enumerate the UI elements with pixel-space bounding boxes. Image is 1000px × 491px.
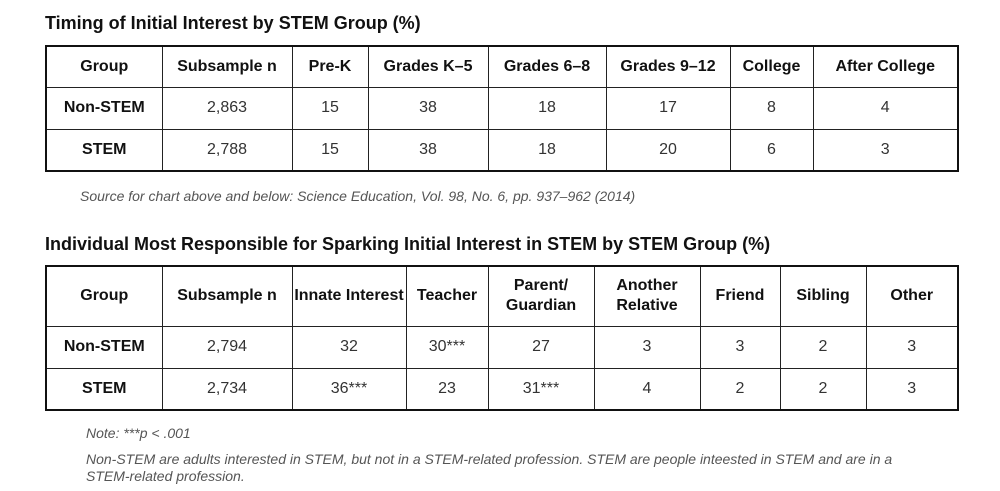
table-cell: 20 bbox=[605, 128, 731, 172]
table-cell: 23 bbox=[405, 367, 489, 411]
table1-header-row: Group Subsample n Pre-K Grades K–5 Grade… bbox=[45, 45, 959, 88]
table2-header-innate-interest: Innate Interest bbox=[291, 265, 407, 327]
table-cell: 6 bbox=[729, 128, 814, 172]
table-cell: 2,794 bbox=[161, 325, 293, 369]
table1-header-college: College bbox=[729, 45, 814, 88]
table-cell: 15 bbox=[291, 128, 369, 172]
table-cell: 2,863 bbox=[161, 86, 293, 130]
table-cell: 17 bbox=[605, 86, 731, 130]
table2-header-row: Group Subsample n Innate Interest Teache… bbox=[45, 265, 959, 327]
table1-header-k5: Grades K–5 bbox=[367, 45, 489, 88]
table-cell: 2 bbox=[779, 325, 867, 369]
table2-header-friend: Friend bbox=[699, 265, 781, 327]
table-cell: STEM bbox=[45, 367, 163, 411]
table-row: Non-STEM 2,794 32 30*** 27 3 3 2 3 bbox=[45, 325, 959, 369]
table-cell: 3 bbox=[593, 325, 701, 369]
table2-header-parent-guardian: Parent/ Guardian bbox=[487, 265, 595, 327]
table-cell: 8 bbox=[729, 86, 814, 130]
table-cell: 32 bbox=[291, 325, 407, 369]
table-cell: 18 bbox=[487, 86, 607, 130]
table-row: STEM 2,734 36*** 23 31*** 4 2 2 3 bbox=[45, 367, 959, 411]
table2-header-teacher: Teacher bbox=[405, 265, 489, 327]
table-cell: Non-STEM bbox=[45, 86, 163, 130]
table2-header-another-relative: Another Relative bbox=[593, 265, 701, 327]
table1-header-6-8: Grades 6–8 bbox=[487, 45, 607, 88]
table2-header-subsample: Subsample n bbox=[161, 265, 293, 327]
table-row: Non-STEM 2,863 15 38 18 17 8 4 bbox=[45, 86, 959, 130]
timing-table: Group Subsample n Pre-K Grades K–5 Grade… bbox=[45, 45, 959, 172]
table-cell: 3 bbox=[865, 325, 959, 369]
definition-note: Non-STEM are adults interested in STEM, … bbox=[86, 451, 893, 484]
table1-header-prek: Pre-K bbox=[291, 45, 369, 88]
table-cell: 3 bbox=[865, 367, 959, 411]
sparking-interest-table: Group Subsample n Innate Interest Teache… bbox=[45, 265, 959, 411]
table-cell: 36*** bbox=[291, 367, 407, 411]
table-cell: 4 bbox=[812, 86, 959, 130]
table1-header-group: Group bbox=[45, 45, 163, 88]
table-cell: 18 bbox=[487, 128, 607, 172]
table1-header-subsample: Subsample n bbox=[161, 45, 293, 88]
table-cell: 3 bbox=[699, 325, 781, 369]
table-cell: 3 bbox=[812, 128, 959, 172]
table1-header-9-12: Grades 9–12 bbox=[605, 45, 731, 88]
significance-note: Note: ***p < .001 bbox=[86, 425, 191, 441]
table-cell: STEM bbox=[45, 128, 163, 172]
source-note: Source for chart above and below: Scienc… bbox=[80, 188, 636, 204]
table-cell: 2 bbox=[779, 367, 867, 411]
table-cell: 27 bbox=[487, 325, 595, 369]
table1-title: Timing of Initial Interest by STEM Group… bbox=[45, 13, 421, 33]
table2-header-other: Other bbox=[865, 265, 959, 327]
table-cell: 38 bbox=[367, 128, 489, 172]
table2-header-sibling: Sibling bbox=[779, 265, 867, 327]
table2-title: Individual Most Responsible for Sparking… bbox=[45, 234, 771, 254]
table-cell: 2,788 bbox=[161, 128, 293, 172]
table-cell: 2 bbox=[699, 367, 781, 411]
table1-header-after-college: After College bbox=[812, 45, 959, 88]
table-cell: 4 bbox=[593, 367, 701, 411]
table-cell: 31*** bbox=[487, 367, 595, 411]
table-cell: Non-STEM bbox=[45, 325, 163, 369]
table-row: STEM 2,788 15 38 18 20 6 3 bbox=[45, 128, 959, 172]
table-cell: 2,734 bbox=[161, 367, 293, 411]
table2-header-group: Group bbox=[45, 265, 163, 327]
table-cell: 15 bbox=[291, 86, 369, 130]
table-cell: 38 bbox=[367, 86, 489, 130]
table-cell: 30*** bbox=[405, 325, 489, 369]
